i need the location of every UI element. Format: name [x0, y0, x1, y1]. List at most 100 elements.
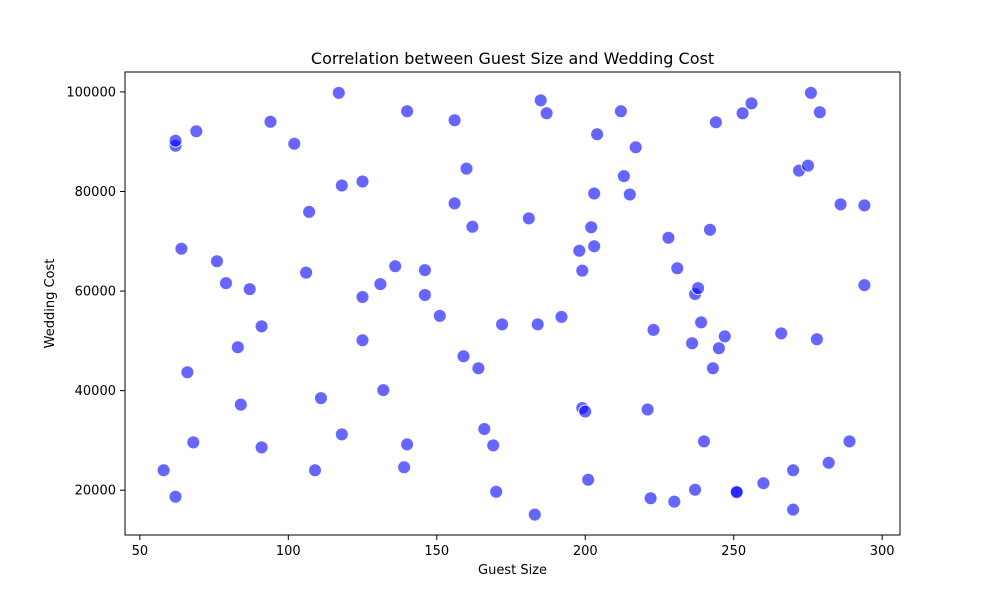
- data-point: [587, 186, 602, 201]
- data-point: [628, 140, 643, 155]
- data-point: [842, 434, 857, 449]
- data-point: [465, 219, 480, 234]
- data-point: [554, 309, 569, 324]
- data-point: [572, 243, 587, 258]
- data-point: [578, 404, 593, 419]
- data-point: [471, 361, 486, 376]
- x-tick-label: 150: [424, 544, 449, 559]
- data-point: [640, 402, 655, 417]
- data-point: [821, 455, 836, 470]
- chart-title: Correlation between Guest Size and Weddi…: [311, 49, 714, 68]
- data-point: [230, 340, 245, 355]
- data-point: [168, 133, 183, 148]
- data-point: [688, 482, 703, 497]
- plot-frame: [124, 71, 901, 536]
- data-point: [417, 263, 432, 278]
- x-axis-label: Guest Size: [478, 563, 547, 578]
- data-point: [334, 427, 349, 442]
- data-point: [667, 494, 682, 509]
- data-point: [575, 263, 590, 278]
- data-point: [590, 127, 605, 142]
- data-point: [355, 174, 370, 189]
- data-point: [459, 161, 474, 176]
- data-points: [156, 85, 872, 522]
- data-point: [729, 485, 744, 500]
- data-point: [334, 178, 349, 193]
- data-point: [756, 476, 771, 491]
- data-point: [254, 440, 269, 455]
- data-point: [708, 115, 723, 130]
- data-point: [355, 290, 370, 304]
- data-point: [703, 222, 717, 237]
- data-point: [400, 437, 415, 452]
- data-point: [242, 282, 257, 297]
- data-point: [331, 85, 346, 100]
- data-point: [833, 197, 848, 212]
- data-point: [447, 113, 462, 128]
- data-point: [156, 463, 171, 478]
- data-point: [613, 104, 628, 119]
- y-axis-label: Wedding Cost: [43, 259, 58, 349]
- data-point: [299, 265, 314, 280]
- data-point: [456, 349, 471, 364]
- data-point: [643, 491, 658, 506]
- data-point: [857, 278, 872, 293]
- data-point: [186, 435, 201, 450]
- data-point: [581, 472, 596, 487]
- data-point: [705, 361, 720, 376]
- data-point: [233, 397, 248, 412]
- y-tick-label: 20000: [75, 484, 116, 499]
- data-point: [527, 507, 542, 522]
- data-point: [210, 254, 224, 269]
- data-point: [495, 317, 510, 332]
- x-axis-ticks: 50 100 150 200 250 300: [132, 535, 895, 559]
- data-point: [477, 422, 492, 436]
- data-point: [646, 322, 661, 337]
- data-point: [530, 317, 545, 332]
- data-point: [180, 365, 195, 380]
- data-point: [254, 319, 269, 334]
- data-point: [287, 136, 302, 151]
- data-point: [685, 336, 700, 351]
- data-point: [168, 489, 183, 504]
- x-tick-label: 50: [132, 544, 149, 559]
- data-point: [809, 332, 824, 347]
- data-point: [489, 484, 504, 499]
- y-tick-label: 80000: [75, 185, 116, 200]
- data-point: [521, 211, 536, 226]
- x-tick-label: 250: [721, 544, 746, 559]
- data-point: [539, 106, 554, 121]
- data-point: [694, 315, 709, 330]
- data-point: [622, 187, 637, 202]
- data-point: [801, 158, 815, 173]
- data-point: [584, 220, 599, 235]
- data-point: [486, 438, 501, 453]
- data-point: [661, 230, 676, 245]
- data-point: [308, 463, 322, 478]
- data-point: [447, 196, 462, 211]
- data-point: [397, 460, 412, 475]
- data-point: [400, 104, 415, 119]
- data-point: [314, 391, 328, 406]
- x-tick-label: 100: [276, 544, 301, 559]
- data-point: [219, 276, 233, 291]
- data-point: [616, 169, 631, 184]
- data-point: [174, 241, 189, 256]
- data-point: [373, 277, 388, 292]
- data-point: [711, 341, 726, 356]
- y-axis-ticks: 20000 40000 60000 80000 100000: [66, 85, 125, 499]
- x-tick-label: 200: [573, 544, 598, 559]
- data-point: [774, 326, 789, 341]
- data-point: [670, 261, 685, 276]
- y-tick-label: 40000: [75, 384, 116, 399]
- data-point: [302, 204, 317, 219]
- data-point: [786, 463, 801, 478]
- data-point: [432, 308, 447, 323]
- data-point: [388, 259, 403, 274]
- data-point: [355, 333, 370, 348]
- y-tick-label: 100000: [66, 85, 116, 100]
- data-point: [417, 288, 432, 302]
- x-tick-label: 300: [870, 544, 895, 559]
- y-tick-label: 60000: [75, 285, 116, 300]
